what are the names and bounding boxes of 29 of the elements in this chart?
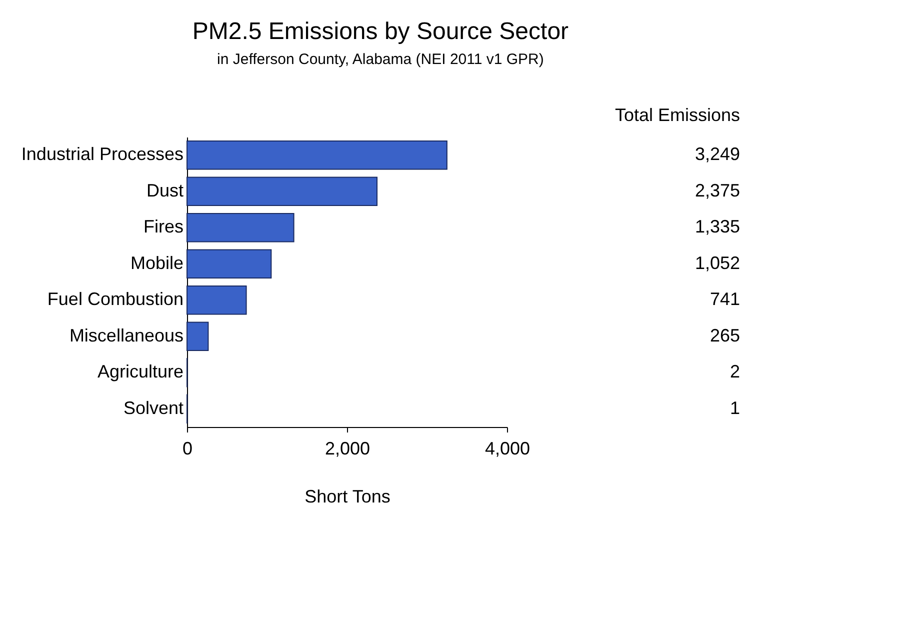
x-tick-label: 4,000 bbox=[484, 438, 530, 458]
data-label: 3,249 bbox=[694, 144, 740, 164]
bar bbox=[186, 140, 448, 170]
data-label: 741 bbox=[710, 289, 740, 310]
data-label: 1,052 bbox=[694, 252, 740, 273]
text: Total Emissions bbox=[614, 105, 740, 125]
bar bbox=[186, 285, 247, 315]
bar bbox=[186, 249, 272, 279]
chart-subtitle: in Jefferson County, Alabama (NEI 2011 v1 GPR) bbox=[217, 51, 544, 68]
y-tick-label: Fires bbox=[144, 216, 184, 237]
bar bbox=[186, 322, 209, 352]
data-label: 2 bbox=[730, 362, 740, 382]
bar bbox=[186, 176, 378, 206]
data-label: 265 bbox=[710, 325, 740, 346]
data-label: 2,375 bbox=[694, 180, 740, 200]
x-tick-label: 2,000 bbox=[324, 438, 370, 458]
bar bbox=[186, 212, 294, 242]
y-tick-label: Industrial Processes bbox=[21, 144, 184, 164]
y-tick-label: Dust bbox=[146, 180, 184, 200]
y-tick-label: Mobile bbox=[130, 252, 184, 273]
x-tick-label: 0 bbox=[182, 438, 193, 458]
data-label: 1,335 bbox=[694, 216, 740, 237]
y-tick-label: Fuel Combustion bbox=[47, 289, 184, 310]
x-axis-title: Short Tons bbox=[304, 486, 390, 506]
y-tick-label: Miscellaneous bbox=[69, 325, 184, 346]
y-tick-label: Agriculture bbox=[97, 362, 184, 382]
data-label: 1 bbox=[730, 398, 740, 418]
y-tick-label: Solvent bbox=[123, 398, 184, 418]
chart-title: PM2.5 Emissions by Source Sector bbox=[192, 18, 569, 45]
